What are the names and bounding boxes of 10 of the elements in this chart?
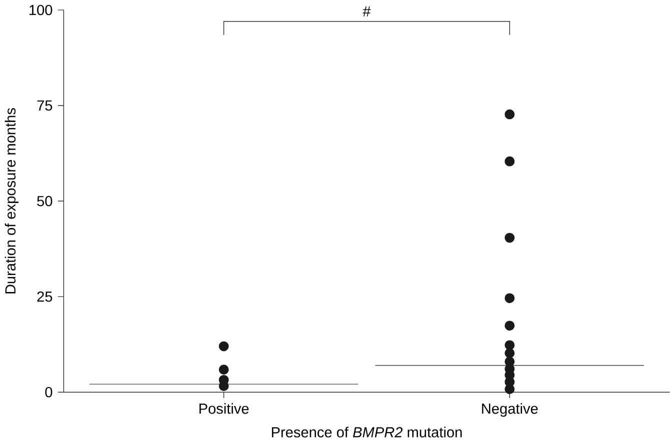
y-axis-title: Duration of exposure months bbox=[4, 108, 18, 294]
x-tick-label: Negative bbox=[482, 403, 538, 417]
annotation: # bbox=[362, 6, 371, 16]
y-tick-label: 50 bbox=[37, 196, 52, 206]
y-tick-label: 25 bbox=[37, 291, 52, 302]
y-tick-label: 75 bbox=[37, 100, 52, 111]
y-tick-label: 100 bbox=[30, 4, 52, 16]
x-tick-label: Positive bbox=[199, 403, 249, 414]
y-tick-label: 0 bbox=[45, 386, 52, 398]
x-axis-title: Presence of BMPR2 mutation bbox=[272, 426, 462, 438]
